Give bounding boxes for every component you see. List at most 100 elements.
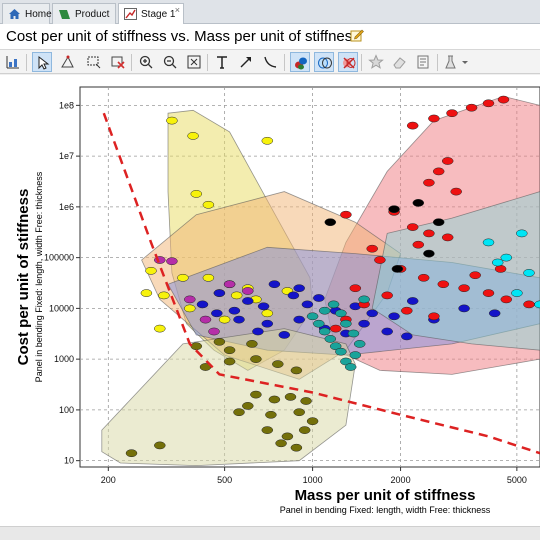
material-bubble	[441, 233, 454, 242]
chart-settings-icon	[6, 56, 19, 69]
material-bubble	[458, 284, 470, 293]
y-axis-sublabel: Panel in bending Fixed: length, width Fr…	[34, 171, 44, 382]
material-series	[324, 199, 445, 273]
material-bubble	[329, 342, 342, 351]
material-series	[125, 337, 319, 458]
material-bubble	[353, 340, 366, 348]
property-chart[interactable]: 200 500 1000 2000 5000 10 100 1000 10000 100000 1e…	[0, 75, 540, 526]
chart-title: Cost per unit of stiffness vs. Mass per …	[6, 28, 360, 45]
material-bubble	[125, 449, 138, 458]
material-bubble	[511, 289, 523, 297]
material-bubble	[218, 315, 231, 324]
material-bubble	[500, 253, 513, 262]
material-series	[306, 295, 370, 371]
x-tick-label: 5000	[507, 475, 527, 485]
material-bubble	[349, 284, 362, 293]
material-bubble	[196, 300, 209, 309]
lab-tools-button[interactable]	[442, 52, 472, 72]
material-bubble	[278, 331, 291, 339]
material-bubble	[158, 291, 170, 300]
material-bubble	[293, 315, 305, 324]
tab-home[interactable]: Home	[2, 3, 52, 24]
material-bubble	[441, 157, 454, 165]
eraser-button[interactable]	[390, 52, 410, 72]
material-bubble	[450, 187, 462, 196]
material-bubble	[184, 295, 196, 304]
material-bubble	[401, 332, 413, 341]
material-bubble	[199, 315, 212, 324]
material-bubble	[358, 295, 370, 304]
show-envelopes-button[interactable]	[314, 52, 334, 72]
chart-panel[interactable]: 200 500 1000 2000 5000 10 100 1000 10000 100000 1e…	[0, 75, 540, 526]
material-bubble	[423, 249, 435, 258]
material-bubble	[213, 337, 226, 346]
zoom-out-button[interactable]	[160, 52, 180, 72]
toolbar-separator	[437, 54, 438, 71]
show-bubbles-button[interactable]	[290, 52, 310, 72]
text-tool-button[interactable]	[212, 52, 232, 72]
material-bubble	[432, 218, 445, 227]
material-bubble	[491, 258, 504, 267]
material-series	[140, 116, 294, 333]
fit-view-button[interactable]	[184, 52, 204, 72]
close-tab-icon[interactable]: ×	[174, 5, 180, 15]
material-bubble	[261, 136, 274, 145]
toolbar-separator	[207, 54, 208, 71]
material-bubble	[534, 300, 540, 309]
favorite-icon	[368, 54, 384, 69]
material-bubble	[257, 302, 270, 311]
material-bubble	[446, 109, 458, 118]
selection-guideline	[102, 112, 540, 455]
status-bar	[0, 526, 540, 540]
material-bubble	[265, 410, 277, 419]
material-bubble	[497, 95, 510, 104]
box-select-icon	[87, 56, 101, 69]
material-bubble	[469, 271, 481, 280]
zoom-in-button[interactable]	[136, 52, 156, 72]
show-envelopes-icon	[318, 57, 332, 69]
box-select-button[interactable]	[84, 52, 104, 72]
material-bubble	[494, 265, 507, 273]
notes-button[interactable]	[414, 52, 434, 72]
delete-selection-button[interactable]	[108, 52, 128, 72]
curve-tool-button[interactable]	[260, 52, 280, 72]
material-bubble	[412, 199, 425, 207]
arrow-tool-button[interactable]	[236, 52, 256, 72]
material-bubble	[412, 240, 425, 249]
edit-title-icon[interactable]	[350, 28, 364, 42]
toolbar-separator	[284, 54, 285, 71]
hide-failed-button[interactable]	[338, 52, 358, 72]
delete-selection-icon	[111, 56, 125, 69]
envelope-tool-button[interactable]	[58, 52, 78, 72]
material-series	[154, 256, 254, 336]
favorite-button[interactable]	[366, 52, 386, 72]
material-bubble	[388, 312, 400, 321]
material-bubble	[516, 229, 528, 238]
material-bubble	[190, 342, 203, 351]
toolbar-separator	[26, 54, 27, 71]
material-bubble	[458, 304, 470, 313]
show-bubbles-icon	[295, 57, 307, 70]
material-bubble	[500, 295, 513, 304]
material-bubble	[272, 360, 284, 368]
y-tick-label: 10000	[49, 303, 74, 313]
select-pointer-button[interactable]	[32, 52, 52, 72]
material-bubble	[290, 366, 303, 375]
material-bubble	[374, 256, 386, 264]
material-bubble	[482, 289, 495, 297]
x-tick-label: 200	[101, 475, 116, 485]
y-tick-label: 1e6	[59, 202, 74, 212]
material-bubble	[324, 335, 337, 343]
material-bubble	[284, 393, 297, 401]
y-tick-label: 100000	[44, 253, 74, 263]
material-bubble	[281, 432, 294, 441]
y-tick-label: 1000	[54, 354, 74, 364]
material-bubble	[301, 300, 314, 309]
toolbar-separator	[361, 54, 362, 71]
material-bubble	[242, 297, 254, 305]
tab-product[interactable]: Product	[52, 3, 116, 24]
material-bubble	[202, 200, 215, 209]
tab-stage-1[interactable]: Stage 1 ×	[118, 3, 184, 25]
material-bubble	[306, 417, 319, 426]
chart-settings-button[interactable]	[3, 52, 23, 72]
